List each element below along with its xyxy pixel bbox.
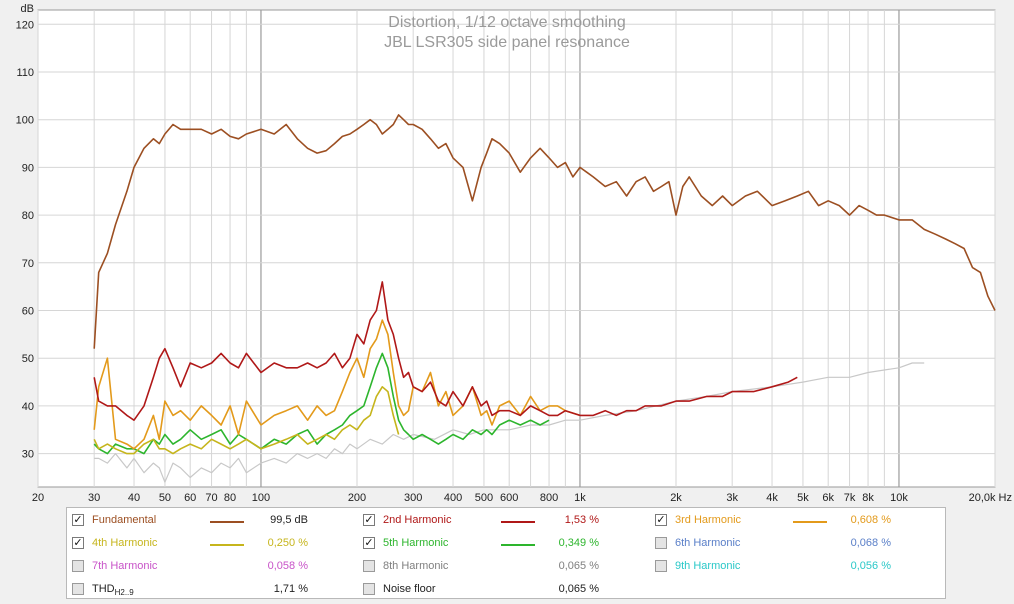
x-tick-label: 5k — [797, 492, 809, 504]
legend-label: 8th Harmonic — [383, 560, 449, 572]
x-tick-label: 40 — [128, 492, 140, 504]
legend-item-5th-harmonic: ✓ 5th Harmonic 0,349 % — [363, 535, 643, 553]
legend-item-3rd-harmonic: ✓ 3rd Harmonic 0,608 % — [655, 512, 935, 530]
legend-label: 4th Harmonic — [92, 537, 158, 549]
y-tick-label: 110 — [16, 67, 34, 79]
legend-checkbox-fundamental[interactable]: ✓ — [72, 513, 84, 526]
legend-value: 1,53 % — [564, 514, 599, 526]
legend-checkbox-5th-harmonic[interactable]: ✓ — [363, 536, 375, 549]
series-layer — [93, 114, 996, 483]
x-axis: 20 30 40 50 60 70 80 100 200 300 400 500 600 800 1k 2k 3… — [32, 492, 1012, 504]
x-tick-label: 500 — [475, 492, 493, 504]
x-tick-label: 20,0k Hz — [969, 492, 1012, 504]
legend-checkbox-3rd-harmonic[interactable]: ✓ — [655, 513, 667, 526]
legend-label: 2nd Harmonic — [383, 514, 452, 526]
legend-checkbox-thd[interactable] — [72, 583, 84, 595]
legend-label: Noise floor — [383, 583, 436, 595]
x-tick-label: 7k — [844, 492, 856, 504]
y-tick-label: 80 — [22, 210, 34, 222]
y-tick-label: 40 — [22, 401, 34, 413]
x-tick-label: 300 — [404, 492, 422, 504]
y-tick-label: 30 — [22, 449, 34, 461]
x-tick-label: 100 — [252, 492, 270, 504]
x-tick-label: 1k — [574, 492, 586, 504]
legend-checkbox-7th-harmonic[interactable] — [72, 560, 84, 572]
x-tick-label: 70 — [205, 492, 217, 504]
x-tick-label: 2k — [670, 492, 682, 504]
legend-item-2nd-harmonic: ✓ 2nd Harmonic 1,53 % — [363, 512, 643, 530]
series-line-5th-harmonic — [93, 352, 550, 455]
legend-value: 0,250 % — [267, 537, 308, 549]
y-tick-label: 50 — [22, 353, 34, 365]
series-line-fundamental — [93, 114, 996, 349]
legend-value: 0,608 % — [850, 514, 891, 526]
y-tick-label: 90 — [22, 162, 34, 174]
series-line-3rd-harmonic — [93, 319, 581, 450]
x-tick-label: 6k — [822, 492, 834, 504]
y-tick-label: 60 — [22, 306, 34, 318]
series-line-2nd-harmonic — [93, 281, 798, 422]
x-tick-label: 3k — [726, 492, 738, 504]
legend-item-noise-floor: Noise floor 0,065 % — [363, 581, 643, 599]
y-tick-label: 70 — [22, 258, 34, 270]
legend-value: 0,065 % — [558, 560, 599, 572]
x-tick-label: 4k — [766, 492, 778, 504]
x-tick-label: 10k — [890, 492, 908, 504]
legend-swatch — [501, 521, 535, 523]
legend-checkbox-noise-floor[interactable] — [363, 583, 375, 595]
x-tick-label: 50 — [159, 492, 171, 504]
x-tick-label: 30 — [88, 492, 100, 504]
legend-value: 0,349 % — [558, 537, 599, 549]
legend-label: 6th Harmonic — [675, 537, 741, 549]
legend-item-8th-harmonic: 8th Harmonic 0,065 % — [363, 558, 643, 576]
legend-value: 0,068 % — [850, 537, 891, 549]
grid-lines — [37, 10, 996, 487]
series-line-noise-floor — [94, 362, 925, 483]
legend-checkbox-4th-harmonic[interactable]: ✓ — [72, 536, 84, 549]
legend-checkbox-8th-harmonic[interactable] — [363, 560, 375, 572]
legend-value: 0,056 % — [850, 560, 891, 572]
plot-area — [37, 9, 996, 488]
legend-value: 1,71 % — [273, 583, 308, 595]
series-line-4th-harmonic — [93, 385, 400, 455]
legend-checkbox-9th-harmonic[interactable] — [655, 560, 667, 572]
x-tick-label: 800 — [540, 492, 558, 504]
x-tick-label: 200 — [348, 492, 366, 504]
x-tick-label: 20 — [32, 492, 44, 504]
legend-checkbox-6th-harmonic[interactable] — [655, 537, 667, 549]
legend-value: 0,058 % — [267, 560, 308, 572]
legend-swatch — [793, 521, 827, 523]
legend-swatch — [210, 544, 244, 546]
legend-label: 7th Harmonic — [92, 560, 158, 572]
legend-item-thd: THDH2..9 1,71 % — [72, 581, 352, 599]
x-tick-label: 600 — [500, 492, 518, 504]
legend-value: 99,5 dB — [270, 514, 308, 526]
legend-panel: ✓ Fundamental 99,5 dB ✓ 2nd Harmonic 1,53 % ✓ 3… — [66, 507, 946, 599]
legend-checkbox-2nd-harmonic[interactable]: ✓ — [363, 513, 375, 526]
legend-value: 0,065 % — [558, 583, 599, 595]
y-unit-label: dB — [21, 3, 34, 15]
legend-item-6th-harmonic: 6th Harmonic 0,068 % — [655, 535, 935, 553]
legend-item-4th-harmonic: ✓ 4th Harmonic 0,250 % — [72, 535, 352, 553]
legend-swatch — [501, 544, 535, 546]
x-tick-label: 80 — [224, 492, 236, 504]
legend-label: 5th Harmonic — [383, 537, 449, 549]
y-tick-label: 120 — [16, 19, 34, 31]
legend-label: Fundamental — [92, 514, 157, 526]
y-axis: 30 40 50 60 70 80 90 100 110 120 — [16, 19, 34, 460]
legend-swatch — [210, 521, 244, 523]
y-tick-label: 100 — [16, 115, 34, 127]
legend-item-7th-harmonic: 7th Harmonic 0,058 % — [72, 558, 352, 576]
x-tick-label: 60 — [184, 492, 196, 504]
chart-title: Distortion, 1/12 octave smoothing — [388, 14, 625, 31]
chart-subtitle: JBL LSR305 side panel resonance — [384, 34, 630, 51]
distortion-chart: 30 40 50 60 70 80 90 100 110 120 20 30 40 50 60 70 80 10… — [16, 3, 1012, 504]
x-tick-label: 400 — [444, 492, 462, 504]
x-tick-label: 8k — [862, 492, 874, 504]
legend-label: 9th Harmonic — [675, 560, 741, 572]
legend-item-fundamental: ✓ Fundamental 99,5 dB — [72, 512, 352, 530]
legend-label: 3rd Harmonic — [675, 514, 742, 526]
legend-item-9th-harmonic: 9th Harmonic 0,056 % — [655, 558, 935, 576]
legend-label: THDH2..9 — [92, 583, 134, 598]
